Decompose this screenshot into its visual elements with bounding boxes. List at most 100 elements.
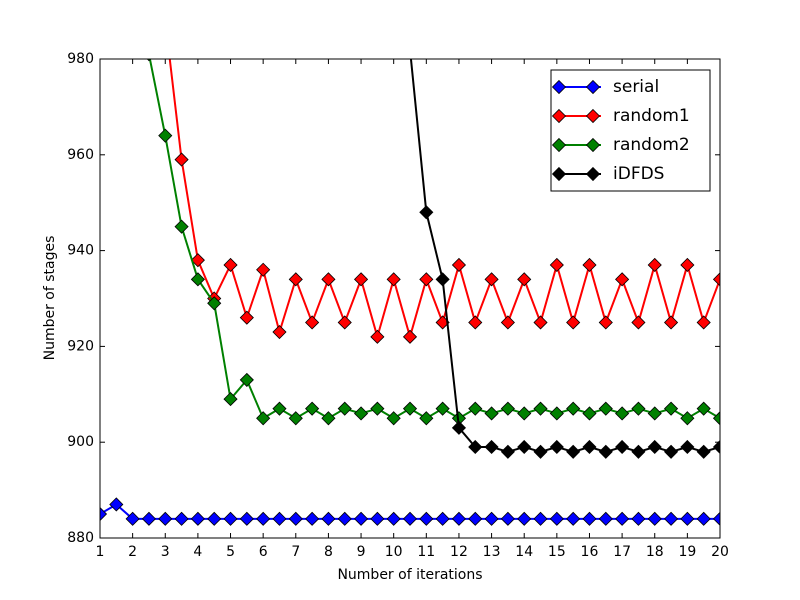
marker — [419, 272, 434, 287]
marker — [582, 439, 597, 455]
x-tick-label: 1 — [96, 544, 105, 560]
marker — [582, 511, 597, 526]
marker — [370, 329, 385, 344]
legend-label: serial — [613, 77, 659, 97]
y-tick-label: 880 — [67, 530, 94, 546]
marker — [517, 511, 532, 526]
marker — [680, 439, 695, 455]
marker — [402, 511, 418, 526]
x-tick-label: 18 — [646, 544, 664, 560]
marker — [239, 372, 254, 387]
marker — [468, 439, 483, 455]
marker — [712, 272, 720, 287]
marker — [305, 401, 320, 416]
marker — [663, 444, 679, 459]
x-tick-label: 19 — [678, 544, 696, 560]
marker — [598, 511, 613, 526]
marker — [435, 511, 450, 526]
marker — [386, 511, 401, 526]
marker — [712, 439, 720, 455]
marker — [549, 439, 564, 455]
marker — [533, 511, 548, 526]
marker — [696, 401, 711, 416]
marker — [663, 511, 679, 526]
legend-marker — [551, 108, 567, 124]
marker — [647, 511, 662, 526]
marker — [100, 506, 108, 522]
x-tick-label: 6 — [259, 544, 268, 560]
marker — [500, 401, 515, 416]
marker — [223, 392, 238, 407]
x-tick-label: 13 — [483, 544, 501, 560]
axes-frame — [99, 58, 721, 539]
legend-box — [550, 69, 711, 192]
marker — [598, 401, 613, 416]
marker — [256, 511, 271, 526]
marker — [696, 444, 711, 459]
marker — [647, 257, 662, 273]
marker — [288, 272, 303, 287]
marker — [517, 272, 532, 287]
marker — [533, 444, 548, 459]
marker — [321, 411, 336, 426]
legend-marker — [585, 137, 601, 153]
marker — [484, 272, 499, 287]
marker — [207, 511, 222, 526]
marker — [337, 315, 352, 330]
plot-area — [100, 59, 720, 526]
marker — [615, 272, 630, 287]
marker — [288, 511, 303, 526]
marker — [680, 411, 695, 426]
marker — [631, 315, 646, 330]
x-tick-label: 10 — [385, 544, 403, 560]
x-tick-label: 15 — [548, 544, 566, 560]
marker — [337, 401, 352, 416]
marker — [386, 272, 401, 287]
y-tick-label: 940 — [67, 243, 94, 259]
marker — [370, 401, 385, 416]
legend-label: iDFDS — [613, 164, 664, 184]
marker — [125, 511, 140, 526]
x-tick-label: 4 — [193, 544, 202, 560]
marker — [500, 444, 515, 459]
legend-marker — [551, 79, 567, 95]
marker — [696, 315, 711, 330]
marker — [141, 511, 157, 526]
marker — [223, 511, 238, 526]
y-tick-label: 960 — [67, 147, 94, 163]
marker — [239, 511, 254, 526]
legend: serial random1 random2 iDFDS — [550, 69, 711, 192]
marker — [386, 411, 401, 426]
marker — [288, 411, 303, 426]
marker — [239, 310, 254, 325]
marker — [272, 324, 287, 340]
x-tick-label: 8 — [324, 544, 333, 560]
y-tick-label: 980 — [67, 51, 94, 67]
marker — [631, 401, 646, 416]
x-tick-label: 9 — [357, 544, 366, 560]
x-tick-label: 12 — [450, 544, 468, 560]
marker — [615, 406, 630, 421]
marker — [223, 257, 238, 273]
marker — [190, 511, 205, 526]
x-tick-label: 5 — [226, 544, 235, 560]
marker — [696, 511, 711, 526]
legend-label: random1 — [613, 106, 690, 126]
marker — [663, 315, 679, 330]
marker — [190, 272, 205, 287]
marker — [305, 315, 320, 330]
marker — [256, 411, 271, 426]
x-tick-label: 2 — [128, 544, 137, 560]
marker — [435, 401, 450, 416]
marker — [549, 257, 564, 273]
marker — [109, 497, 124, 512]
marker — [158, 511, 173, 526]
legend-marker — [585, 166, 601, 182]
marker — [712, 511, 720, 526]
y-axis-label: Number of stages — [42, 236, 58, 361]
marker — [321, 511, 336, 526]
x-axis-label: Number of iterations — [337, 567, 482, 583]
marker — [451, 511, 467, 526]
marker — [517, 439, 532, 455]
